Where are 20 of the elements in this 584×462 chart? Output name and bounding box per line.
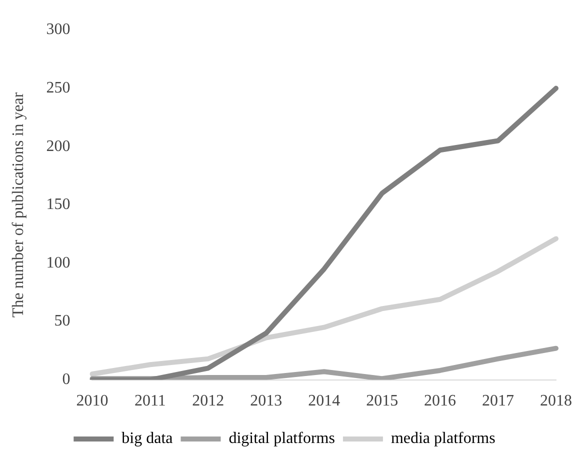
y-tick-label: 0: [62, 371, 70, 388]
x-tick-label: 2018: [540, 392, 572, 410]
x-tick-label: 2012: [192, 392, 224, 410]
y-tick-label: 100: [46, 254, 70, 272]
y-tick-label: 250: [46, 80, 70, 97]
x-tick-label: 2014: [308, 392, 340, 410]
y-tick-label: 50: [54, 312, 70, 330]
x-tick-label: 2015: [366, 392, 398, 410]
x-tick-label: 2011: [134, 392, 166, 410]
y-tick-label: 200: [46, 138, 70, 155]
y-axis-title: The number of publications in year: [10, 92, 27, 318]
x-tick-label: 2013: [250, 392, 282, 410]
y-tick-label: 300: [46, 21, 70, 38]
legend-label: big data: [122, 430, 173, 448]
legend-label: digital platforms: [228, 430, 335, 448]
x-tick-label: 2017: [482, 392, 514, 410]
x-tick-label: 2010: [76, 392, 108, 410]
legend-label: media platforms: [390, 430, 496, 448]
x-tick-label: 2016: [424, 392, 456, 410]
y-tick-label: 150: [46, 196, 70, 214]
